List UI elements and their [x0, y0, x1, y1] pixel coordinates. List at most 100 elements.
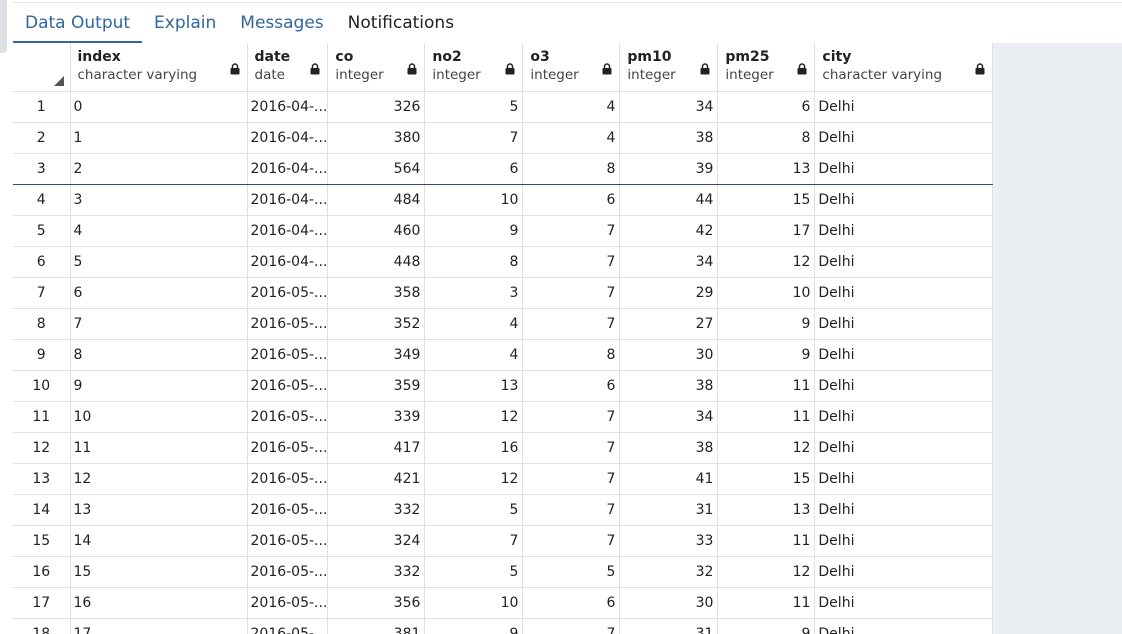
cell-date[interactable]: 2016-05-... — [247, 308, 329, 340]
cell-pm10[interactable]: 38 — [619, 122, 719, 154]
cell-o3[interactable]: 6 — [522, 370, 621, 402]
cell-pm25[interactable]: 9 — [717, 339, 816, 371]
cell-index[interactable]: 12 — [70, 463, 248, 495]
column-header-index[interactable]: index character varying — [70, 43, 248, 92]
row-number[interactable]: 13 — [13, 463, 71, 495]
cell-city[interactable]: Delhi — [814, 277, 994, 309]
cell-pm10[interactable]: 41 — [619, 463, 719, 495]
cell-index[interactable]: 1 — [70, 122, 248, 154]
column-header-pm10[interactable]: pm10 integer — [619, 43, 719, 92]
column-header-city[interactable]: city character varying — [814, 43, 994, 92]
cell-date[interactable]: 2016-05-... — [247, 525, 329, 557]
cell-pm25[interactable]: 11 — [717, 525, 816, 557]
cell-pm25[interactable]: 12 — [717, 246, 816, 278]
cell-no2[interactable]: 16 — [424, 432, 524, 464]
cell-pm25[interactable]: 6 — [717, 91, 816, 123]
column-header-o3[interactable]: o3 integer — [522, 43, 621, 92]
cell-co[interactable]: 421 — [327, 463, 426, 495]
cell-no2[interactable]: 4 — [424, 339, 524, 371]
cell-o3[interactable]: 8 — [522, 339, 621, 371]
cell-pm10[interactable]: 38 — [619, 370, 719, 402]
cell-date[interactable]: 2016-05-... — [247, 277, 329, 309]
table-row[interactable]: 12 11 2016-05-... 417 16 7 38 12 Delhi — [13, 432, 994, 464]
cell-no2[interactable]: 10 — [424, 184, 524, 216]
cell-city[interactable]: Delhi — [814, 308, 994, 340]
cell-no2[interactable]: 12 — [424, 463, 524, 495]
table-row[interactable]: 11 10 2016-05-... 339 12 7 34 11 Delhi — [13, 401, 994, 433]
cell-pm10[interactable]: 39 — [619, 153, 719, 185]
cell-index[interactable]: 3 — [70, 184, 248, 216]
cell-date[interactable]: 2016-05-... — [247, 587, 329, 619]
cell-index[interactable]: 8 — [70, 339, 248, 371]
cell-no2[interactable]: 7 — [424, 122, 524, 154]
cell-o3[interactable]: 8 — [522, 153, 621, 185]
select-all-cell[interactable] — [13, 43, 71, 92]
table-row[interactable]: 15 14 2016-05-... 324 7 7 33 11 Delhi — [13, 525, 994, 557]
cell-date[interactable]: 2016-04-... — [247, 153, 329, 185]
cell-pm10[interactable]: 42 — [619, 215, 719, 247]
cell-pm10[interactable]: 27 — [619, 308, 719, 340]
cell-co[interactable]: 448 — [327, 246, 426, 278]
cell-index[interactable]: 10 — [70, 401, 248, 433]
cell-co[interactable]: 332 — [327, 556, 426, 588]
table-row[interactable]: 9 8 2016-05-... 349 4 8 30 9 Delhi — [13, 339, 994, 371]
cell-co[interactable]: 356 — [327, 587, 426, 619]
cell-date[interactable]: 2016-04-... — [247, 91, 329, 123]
row-number[interactable]: 9 — [13, 339, 71, 371]
row-number[interactable]: 15 — [13, 525, 71, 557]
cell-no2[interactable]: 4 — [424, 308, 524, 340]
cell-co[interactable]: 564 — [327, 153, 426, 185]
cell-pm25[interactable]: 11 — [717, 587, 816, 619]
table-row[interactable]: 14 13 2016-05-... 332 5 7 31 13 Delhi — [13, 494, 994, 526]
table-row[interactable]: 5 4 2016-04-... 460 9 7 42 17 Delhi — [13, 215, 994, 247]
table-row[interactable]: 3 2 2016-04-... 564 6 8 39 13 Delhi — [13, 153, 994, 185]
cell-city[interactable]: Delhi — [814, 525, 994, 557]
cell-pm25[interactable]: 12 — [717, 432, 816, 464]
table-row[interactable]: 1 0 2016-04-... 326 5 4 34 6 Delhi — [13, 91, 994, 123]
row-number[interactable]: 11 — [13, 401, 71, 433]
cell-pm25[interactable]: 8 — [717, 122, 816, 154]
table-row[interactable]: 17 16 2016-05-... 356 10 6 30 11 Delhi — [13, 587, 994, 619]
row-number[interactable]: 7 — [13, 277, 71, 309]
cell-index[interactable]: 11 — [70, 432, 248, 464]
table-row[interactable]: 8 7 2016-05-... 352 4 7 27 9 Delhi — [13, 308, 994, 340]
cell-co[interactable]: 332 — [327, 494, 426, 526]
cell-date[interactable]: 2016-05-... — [247, 339, 329, 371]
cell-date[interactable]: 2016-04-... — [247, 215, 329, 247]
cell-no2[interactable]: 7 — [424, 525, 524, 557]
table-row[interactable]: 4 3 2016-04-... 484 10 6 44 15 Delhi — [13, 184, 994, 216]
cell-co[interactable]: 339 — [327, 401, 426, 433]
cell-city[interactable]: Delhi — [814, 339, 994, 371]
cell-o3[interactable]: 7 — [522, 494, 621, 526]
cell-index[interactable]: 13 — [70, 494, 248, 526]
cell-city[interactable]: Delhi — [814, 122, 994, 154]
cell-pm25[interactable]: 13 — [717, 153, 816, 185]
cell-index[interactable]: 2 — [70, 153, 248, 185]
cell-pm10[interactable]: 30 — [619, 587, 719, 619]
cell-date[interactable]: 2016-05-... — [247, 432, 329, 464]
cell-no2[interactable]: 6 — [424, 153, 524, 185]
column-header-pm25[interactable]: pm25 integer — [717, 43, 816, 92]
cell-o3[interactable]: 7 — [522, 246, 621, 278]
cell-o3[interactable]: 7 — [522, 401, 621, 433]
cell-no2[interactable]: 5 — [424, 556, 524, 588]
cell-pm25[interactable]: 15 — [717, 184, 816, 216]
cell-city[interactable]: Delhi — [814, 153, 994, 185]
cell-pm10[interactable]: 34 — [619, 91, 719, 123]
cell-no2[interactable]: 9 — [424, 215, 524, 247]
cell-o3[interactable]: 6 — [522, 184, 621, 216]
cell-pm10[interactable]: 34 — [619, 401, 719, 433]
cell-city[interactable]: Delhi — [814, 556, 994, 588]
cell-pm25[interactable]: 17 — [717, 215, 816, 247]
cell-co[interactable]: 324 — [327, 525, 426, 557]
cell-city[interactable]: Delhi — [814, 215, 994, 247]
cell-pm25[interactable]: 9 — [717, 308, 816, 340]
cell-pm10[interactable]: 34 — [619, 246, 719, 278]
tab-notifications[interactable]: Notifications — [347, 13, 455, 33]
cell-date[interactable]: 2016-04-... — [247, 246, 329, 278]
cell-city[interactable]: Delhi — [814, 432, 994, 464]
cell-pm10[interactable]: 33 — [619, 525, 719, 557]
cell-o3[interactable]: 4 — [522, 122, 621, 154]
cell-pm10[interactable]: 30 — [619, 339, 719, 371]
cell-pm10[interactable]: 44 — [619, 184, 719, 216]
